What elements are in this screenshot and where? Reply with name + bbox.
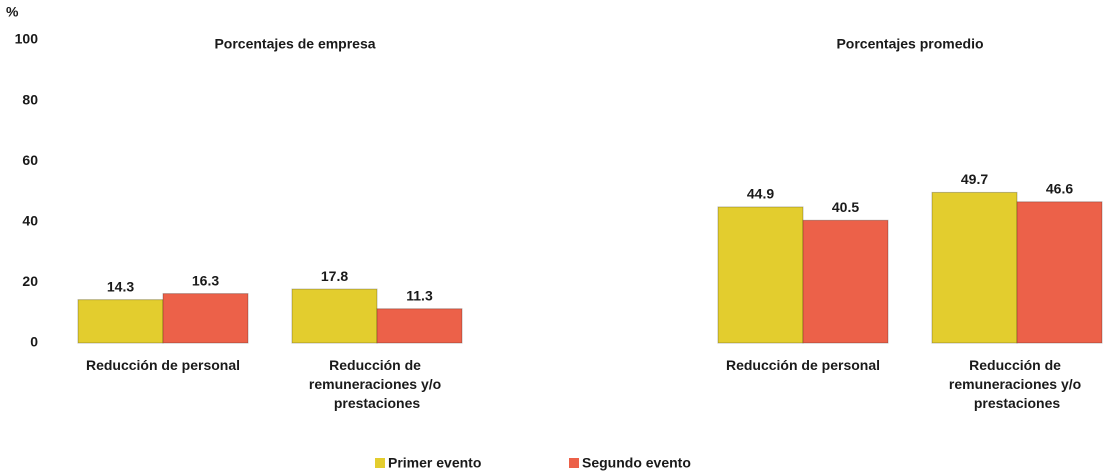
- legend-swatch: [375, 458, 385, 468]
- bar: [291, 288, 378, 344]
- panel-title: Porcentajes de empresa: [214, 36, 375, 52]
- bar: [1016, 201, 1103, 344]
- bar: [162, 293, 249, 344]
- data-label: 44.9: [747, 186, 774, 202]
- bar: [717, 206, 804, 344]
- x-tick-label: Reducción de remuneraciones y/o prestaci…: [949, 357, 1085, 411]
- data-label: 17.8: [321, 268, 348, 284]
- data-label: 40.5: [832, 199, 859, 215]
- y-tick-label: 60: [22, 152, 38, 168]
- legend-swatch: [569, 458, 579, 468]
- x-tick-label: Reducción de personal: [726, 357, 880, 373]
- data-label: 14.3: [107, 278, 134, 294]
- y-tick-label: 20: [22, 273, 38, 289]
- data-label: 16.3: [192, 272, 219, 288]
- y-tick-label: 80: [22, 91, 38, 107]
- panel-title: Porcentajes promedio: [836, 36, 983, 52]
- bar: [376, 308, 463, 344]
- data-label: 46.6: [1046, 181, 1073, 197]
- legend-label: Segundo evento: [582, 455, 691, 471]
- data-label: 11.3: [406, 287, 433, 303]
- y-axis-unit: %: [6, 4, 19, 20]
- bar: [802, 219, 889, 344]
- data-label: 49.7: [961, 171, 988, 187]
- y-tick-label: 40: [22, 213, 38, 229]
- legend-label: Primer evento: [388, 455, 481, 471]
- y-tick-label: 0: [30, 334, 38, 350]
- bar: [931, 191, 1018, 344]
- x-tick-label: Reducción de personal: [86, 357, 240, 373]
- y-tick-label: 100: [15, 31, 39, 47]
- x-tick-label: Reducción de remuneraciones y/o prestaci…: [309, 357, 445, 411]
- bar: [77, 299, 164, 344]
